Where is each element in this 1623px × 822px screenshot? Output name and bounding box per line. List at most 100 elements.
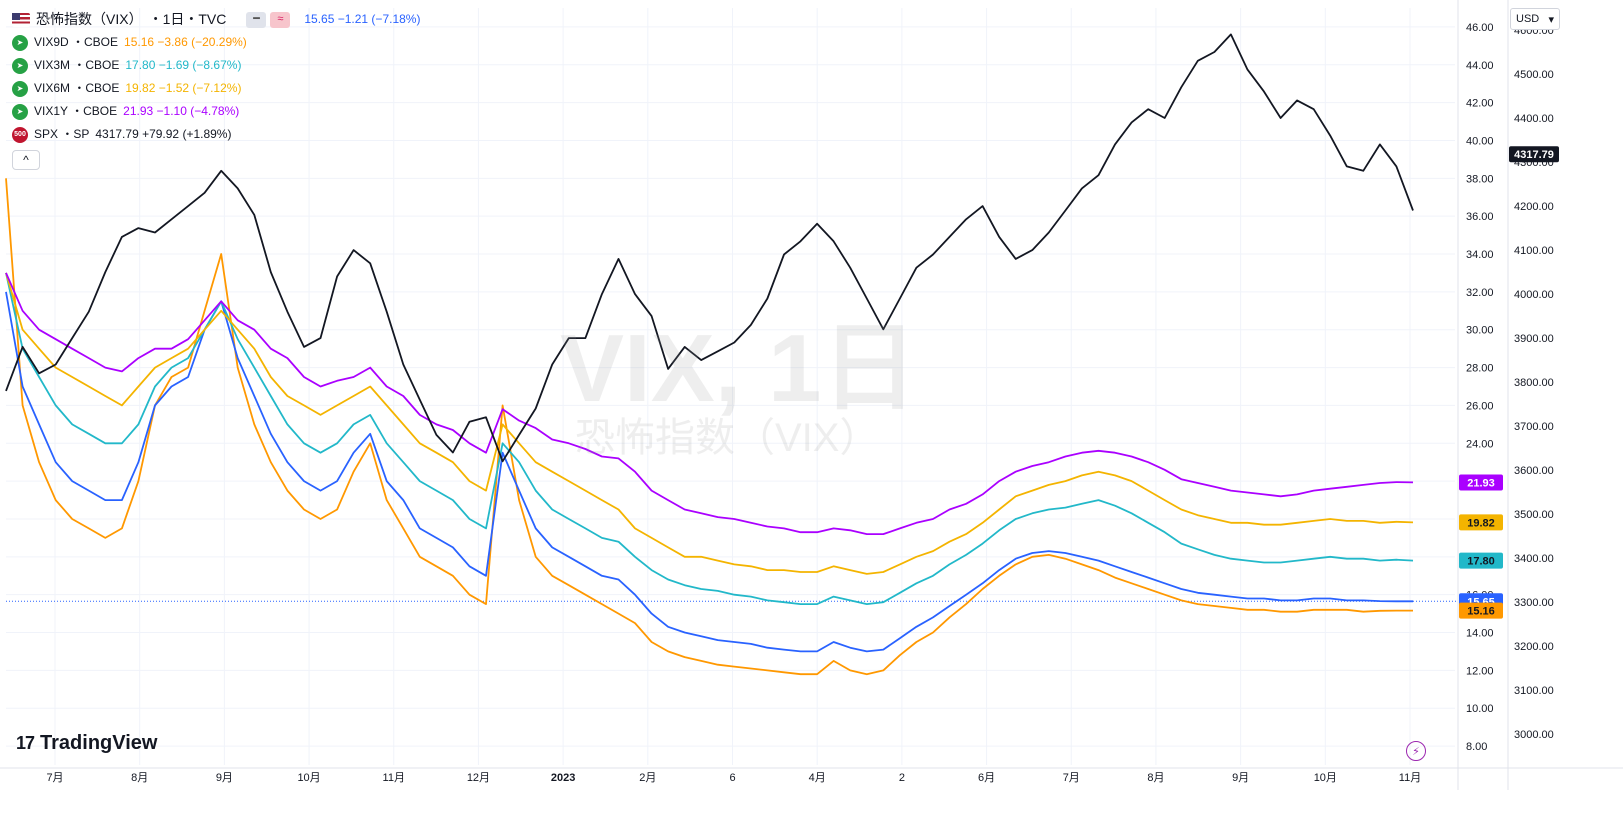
x-tick-label: 2 [899, 772, 905, 784]
compare-icon[interactable]: ≈ [270, 11, 291, 28]
main-symbol-title: 恐怖指数（VIX） [36, 11, 143, 27]
legend-row-vix3m[interactable]: ➤ VIX3M ・CBOE 17.80 −1.69 (−8.67%) [12, 54, 424, 77]
x-tick-label: 6 [729, 772, 735, 784]
legend-row-vix1y[interactable]: ➤ VIX1Y ・CBOE 21.93 −1.10 (−4.78%) [12, 100, 424, 123]
last-value-label: 17.80 [1467, 556, 1495, 568]
y-left-tick-label: 12.00 [1466, 665, 1494, 677]
series-line-vix [5, 291, 1413, 653]
last-value-badge [1459, 514, 1503, 531]
y-right-tick-label: 3100.00 [1514, 685, 1554, 697]
hide-icon[interactable]: ━ [246, 11, 267, 28]
arrow-right-icon: ➤ [12, 80, 28, 97]
y-left-tick-label: 44.00 [1466, 60, 1494, 72]
x-tick-label: 2023 [551, 772, 575, 784]
lightning-icon[interactable]: ⚡ [1406, 741, 1426, 761]
series-line-vix3m [5, 272, 1414, 605]
x-tick-label: 11月 [1399, 772, 1421, 784]
collapse-legend-button[interactable]: ^ [12, 150, 40, 170]
y-left-tick-label: 36.00 [1466, 211, 1494, 223]
legend: 恐怖指数（VIX） ・1日・TVC ━ ≈ 15.65 −1.21 (−7.18… [12, 8, 424, 170]
legend-row-vix9d[interactable]: ➤ VIX9D ・CBOE 15.16 −3.86 (−20.29%) [12, 31, 424, 54]
legend-row-vix[interactable]: 恐怖指数（VIX） ・1日・TVC ━ ≈ 15.65 −1.21 (−7.18… [12, 8, 424, 31]
us-flag-icon [12, 12, 30, 27]
main-symbol-values: 15.65 −1.21 (−7.18%) [304, 12, 421, 26]
y-left-tick-label: 46.00 [1466, 22, 1494, 34]
series-line-vix6m [5, 272, 1414, 575]
y-right-tick-label: 3400.00 [1514, 553, 1554, 565]
legend-symbol: VIX3M ・CBOE [34, 58, 120, 72]
x-tick-label: 8月 [1147, 772, 1164, 784]
currency-label: USD [1516, 13, 1540, 25]
tradingview-logo-text: TradingView [40, 732, 158, 754]
legend-symbol: VIX1Y ・CBOE [34, 104, 118, 118]
x-tick-label: 10月 [297, 772, 320, 784]
y-left-tick-label: 42.00 [1466, 98, 1494, 110]
tradingview-logo-mark: 17 [16, 733, 35, 753]
y-right-tick-label: 3200.00 [1514, 641, 1554, 653]
y-left-tick-label: 10.00 [1466, 703, 1494, 715]
y-left-tick-label: 8.00 [1466, 741, 1487, 753]
last-value-label: 15.16 [1467, 606, 1495, 618]
legend-values: 17.80 −1.69 (−8.67%) [125, 58, 242, 72]
y-right-tick-label: 3600.00 [1514, 465, 1554, 477]
x-tick-label: 2月 [639, 772, 656, 784]
x-tick-label: 4月 [809, 772, 826, 784]
y-right-tick-label: 3900.00 [1514, 333, 1554, 345]
arrow-right-icon: ➤ [12, 57, 28, 74]
y-right-tick-label: 4000.00 [1514, 289, 1554, 301]
chevron-down-icon: ▾ [1548, 13, 1554, 26]
x-tick-label: 6月 [978, 772, 995, 784]
y-left-tick-label: 32.00 [1466, 287, 1494, 299]
sp500-icon: 500 [12, 126, 28, 143]
x-tick-label: 7月 [1063, 772, 1080, 784]
y-right-tick-label: 3500.00 [1514, 509, 1554, 521]
legend-values: 15.16 −3.86 (−20.29%) [124, 35, 247, 49]
series-line-spx [5, 33, 1414, 463]
x-tick-label: 8月 [131, 772, 148, 784]
last-value-badge [1509, 146, 1559, 163]
series-line-vix9d [5, 178, 1413, 676]
chevron-up-icon: ^ [23, 152, 29, 167]
last-value-label: 21.93 [1467, 477, 1495, 489]
x-tick-label: 10月 [1314, 772, 1337, 784]
y-left-tick-label: 24.00 [1466, 438, 1494, 450]
legend-values: 4317.79 +79.92 (+1.89%) [95, 127, 232, 141]
x-tick-label: 11月 [383, 772, 405, 784]
arrow-right-icon: ➤ [12, 34, 28, 51]
x-tick-label: 12月 [467, 772, 490, 784]
last-value-badge [1459, 602, 1503, 619]
legend-row-spx[interactable]: 500 SPX ・SP 4317.79 +79.92 (+1.89%) [12, 123, 424, 146]
series-line-vix1y [5, 272, 1414, 535]
y-left-tick-label: 28.00 [1466, 363, 1494, 375]
x-tick-label: 7月 [46, 772, 63, 784]
y-right-tick-label: 3000.00 [1514, 729, 1554, 741]
y-right-tick-label: 3700.00 [1514, 421, 1554, 433]
y-right-tick-label: 4100.00 [1514, 245, 1554, 257]
currency-selector[interactable]: USD ▾ [1510, 8, 1560, 30]
y-left-tick-label: 40.00 [1466, 135, 1494, 147]
y-right-tick-label: 4200.00 [1514, 201, 1554, 213]
x-tick-label: 9月 [1232, 772, 1249, 784]
y-left-tick-label: 30.00 [1466, 325, 1494, 337]
y-right-tick-label: 3800.00 [1514, 377, 1554, 389]
last-value-label: 4317.79 [1514, 149, 1554, 161]
y-left-tick-label: 14.00 [1466, 628, 1494, 640]
x-tick-label: 9月 [216, 772, 233, 784]
main-interval: ・1日・TVC [148, 11, 227, 27]
tradingview-logo[interactable]: 17 TradingView [16, 732, 157, 755]
y-right-tick-label: 4500.00 [1514, 69, 1554, 81]
legend-row-vix6m[interactable]: ➤ VIX6M ・CBOE 19.82 −1.52 (−7.12%) [12, 77, 424, 100]
last-value-label: 19.82 [1467, 517, 1495, 529]
last-value-badge [1459, 552, 1503, 569]
y-left-tick-label: 38.00 [1466, 173, 1494, 185]
y-right-tick-label: 3300.00 [1514, 597, 1554, 609]
y-right-tick-label: 4400.00 [1514, 113, 1554, 125]
legend-symbol: VIX6M ・CBOE [34, 81, 120, 95]
legend-values: 21.93 −1.10 (−4.78%) [123, 104, 240, 118]
arrow-right-icon: ➤ [12, 103, 28, 120]
last-value-badge [1459, 474, 1503, 491]
y-left-tick-label: 26.00 [1466, 400, 1494, 412]
legend-symbol: VIX9D ・CBOE [34, 35, 119, 49]
